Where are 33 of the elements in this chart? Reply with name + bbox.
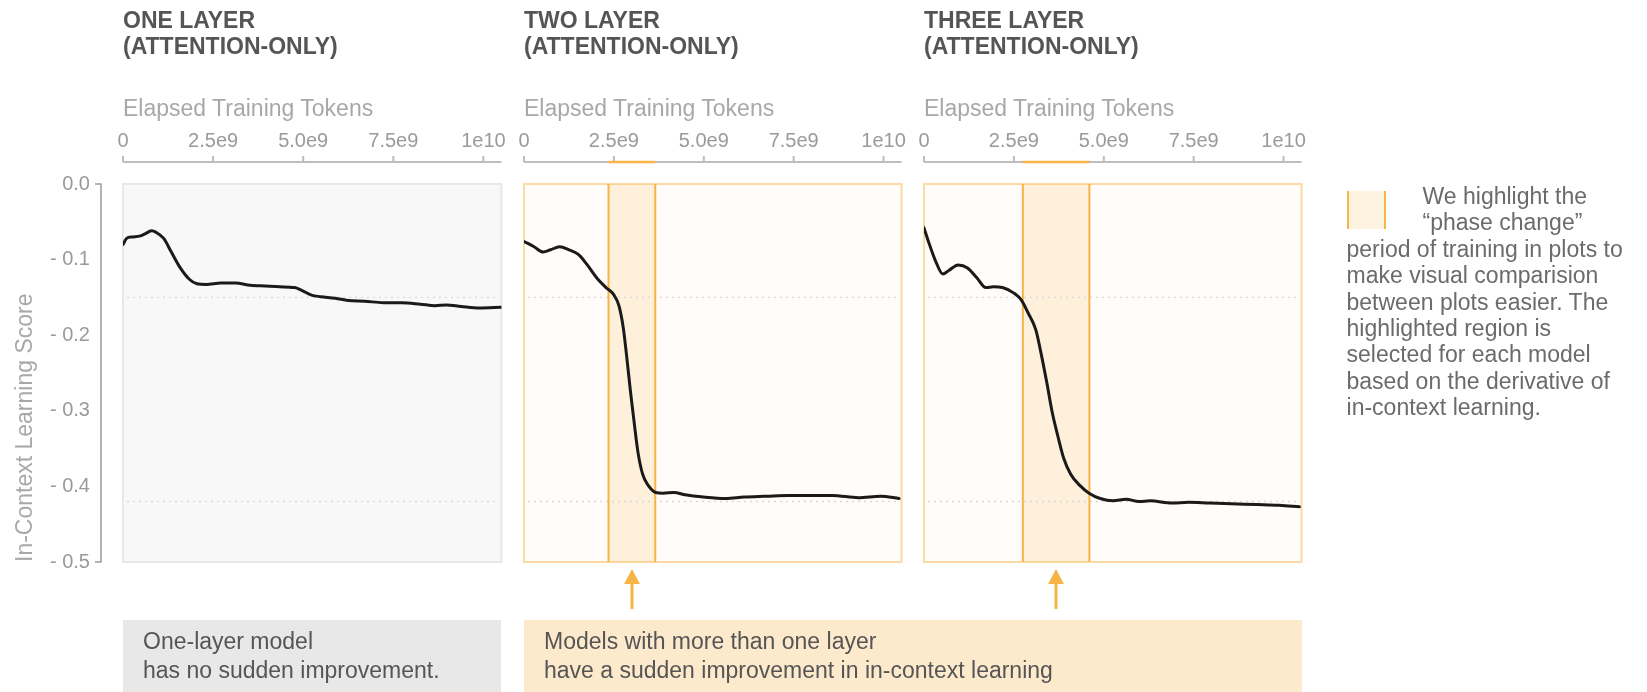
x-axis-title: Elapsed Training Tokens (924, 95, 1175, 122)
x-tick-label: 7.5e9 (368, 128, 419, 151)
x-tick-label: 7.5e9 (1168, 128, 1219, 151)
chart-title: ONE LAYER (ATTENTION-ONLY) (123, 7, 339, 59)
x-tick-label: 5.0e9 (1078, 128, 1129, 151)
x-axis-title: Elapsed Training Tokens (123, 95, 374, 122)
x-axis-title: Elapsed Training Tokens (524, 95, 775, 122)
y-tick-label: - 0.1 (49, 247, 90, 270)
x-tick-label: 2.5e9 (988, 128, 1039, 151)
x-tick-label: 0 (918, 128, 930, 151)
x-tick-label: 2.5e9 (588, 128, 639, 151)
x-tick-label: 0 (518, 128, 530, 151)
text: has no sudden improvement. (143, 656, 441, 685)
y-tick-label: 0.0 (62, 171, 90, 194)
y-tick-label: - 0.5 (49, 549, 90, 572)
text: One-layer model (143, 627, 315, 656)
chart-title: TWO LAYER (ATTENTION-ONLY) (524, 7, 740, 59)
x-tick-label: 0 (117, 128, 129, 151)
y-axis-title: In-Context Learning Score (11, 293, 38, 562)
x-tick-label: 2.5e9 (188, 128, 239, 151)
y-tick-label: - 0.4 (49, 473, 90, 496)
y-tick-label: - 0.2 (49, 322, 90, 345)
x-tick-label: 1e10 (861, 128, 906, 151)
x-tick-label: 5.0e9 (278, 128, 329, 151)
text: Models with more than one layer (544, 627, 878, 656)
chart-title: THREE LAYER (ATTENTION-ONLY) (924, 7, 1140, 59)
x-tick-label: 1e10 (1261, 128, 1306, 151)
x-tick-label: 7.5e9 (768, 128, 819, 151)
x-tick-label: 1e10 (461, 128, 506, 151)
text: We highlight the “phase change” period of training in plots to make visual comparision between plots easier. The highlighted region is selected for each model based on the derivative of in-context learning. (1346, 183, 1623, 421)
x-tick-label: 5.0e9 (678, 128, 729, 151)
y-tick-label: - 0.3 (49, 398, 90, 421)
text: have a sudden improvement in in-context learning (544, 656, 1054, 685)
